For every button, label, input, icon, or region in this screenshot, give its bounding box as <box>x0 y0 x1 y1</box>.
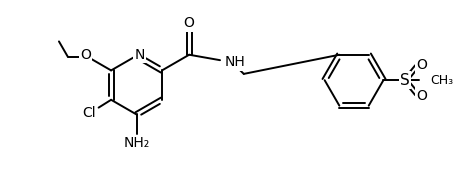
Text: CH₃: CH₃ <box>431 74 453 87</box>
Text: S: S <box>400 73 410 88</box>
Text: O: O <box>416 58 427 71</box>
Text: NH₂: NH₂ <box>124 136 150 150</box>
Text: NH: NH <box>225 55 245 69</box>
Text: O: O <box>416 89 427 103</box>
Text: O: O <box>184 16 195 30</box>
Text: Cl: Cl <box>82 105 96 120</box>
Text: N: N <box>134 48 145 62</box>
Text: O: O <box>80 48 91 62</box>
